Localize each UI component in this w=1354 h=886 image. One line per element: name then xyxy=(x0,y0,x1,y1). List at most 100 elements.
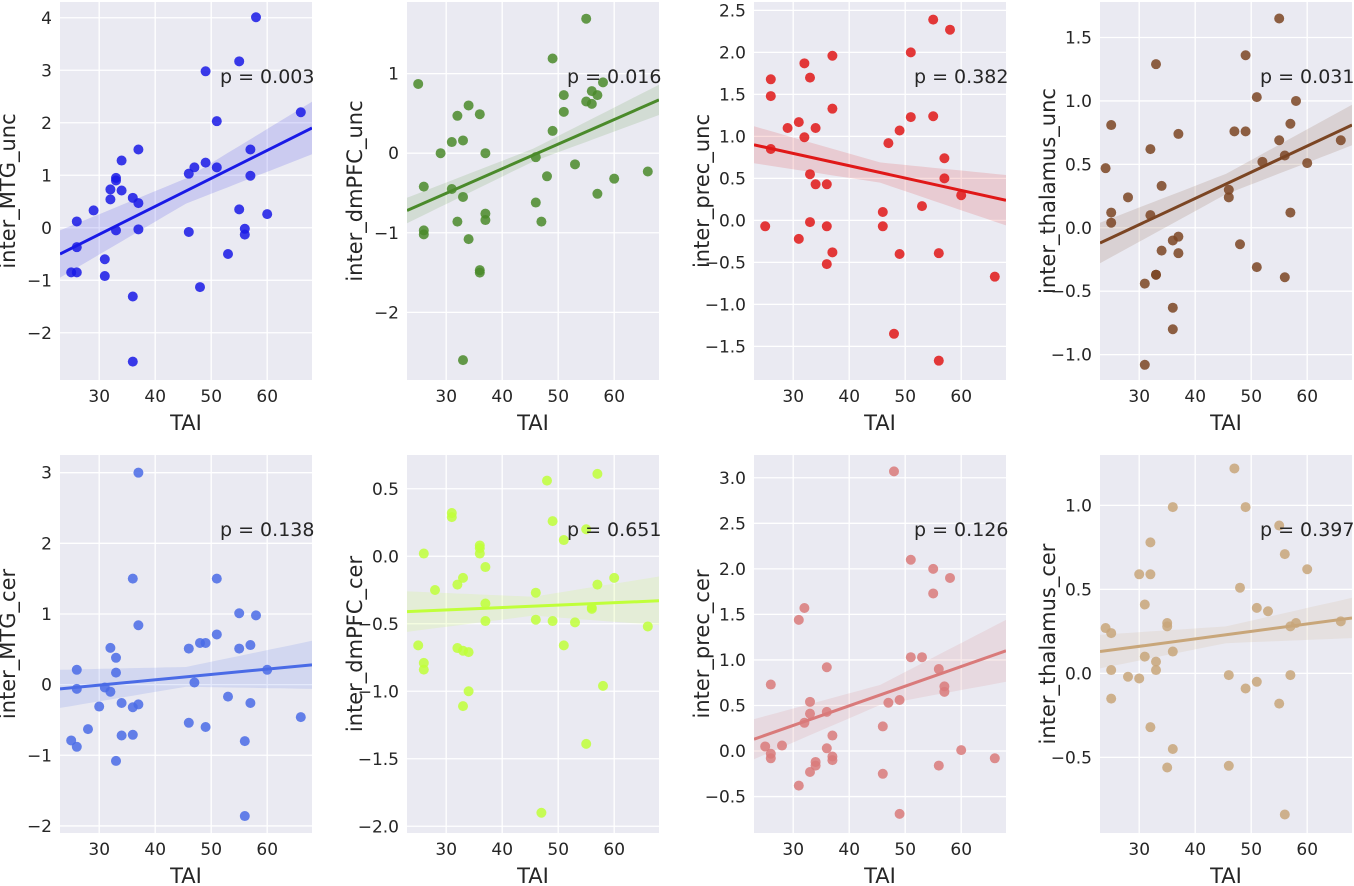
data-point xyxy=(111,172,121,183)
data-point xyxy=(127,291,138,302)
regression-line xyxy=(1100,616,1352,654)
data-point xyxy=(558,90,569,101)
y-axis-label: inter_MTG_cer xyxy=(0,569,21,720)
y-tick-label: 0.0 xyxy=(719,211,746,231)
data-point xyxy=(917,652,927,663)
data-point xyxy=(905,47,916,58)
data-point xyxy=(1335,135,1346,146)
data-point xyxy=(956,745,967,756)
data-point xyxy=(133,467,144,478)
data-point xyxy=(295,712,306,723)
data-point xyxy=(211,573,222,584)
data-point xyxy=(463,647,474,658)
data-point xyxy=(821,221,832,232)
data-point xyxy=(452,216,463,227)
data-point xyxy=(1223,670,1234,681)
data-point xyxy=(581,738,592,749)
x-tick-label: 60 xyxy=(603,387,625,407)
plot-background xyxy=(60,455,312,833)
x-tick-label: 40 xyxy=(144,840,166,860)
data-point xyxy=(1123,671,1133,682)
data-point xyxy=(933,760,944,771)
x-axis-label: TAI xyxy=(169,411,202,435)
data-point xyxy=(793,233,804,244)
y-tick-label: 0.0 xyxy=(719,742,746,762)
data-point xyxy=(928,14,939,25)
x-tick-label: 30 xyxy=(435,387,457,407)
data-point xyxy=(1139,359,1150,370)
x-axis-label: TAI xyxy=(863,411,896,435)
plot-area xyxy=(407,13,659,366)
x-tick-label: 60 xyxy=(1296,387,1318,407)
data-point xyxy=(642,166,653,177)
data-point xyxy=(581,13,592,24)
y-tick-label: 1 xyxy=(41,166,52,186)
y-tick-label: −1 xyxy=(374,224,399,244)
data-point xyxy=(1285,207,1296,218)
data-point xyxy=(1106,217,1117,228)
data-point xyxy=(793,117,804,128)
confidence-band xyxy=(1100,597,1352,669)
y-tick-label: 2 xyxy=(41,114,52,134)
data-point xyxy=(933,248,944,259)
data-point xyxy=(480,598,491,609)
data-point xyxy=(1302,158,1313,169)
x-tick-label: 50 xyxy=(894,387,916,407)
y-tick-label: −0.5 xyxy=(705,253,746,273)
data-point xyxy=(245,144,256,155)
y-tick-label: −2 xyxy=(27,817,52,837)
data-point xyxy=(877,721,888,732)
data-point xyxy=(1223,760,1234,771)
data-point xyxy=(1151,59,1161,70)
data-point xyxy=(1145,537,1156,548)
data-point xyxy=(894,695,905,706)
data-point xyxy=(894,249,905,259)
y-tick-label: 0.5 xyxy=(1065,580,1092,600)
data-point xyxy=(536,807,547,818)
data-point xyxy=(474,543,485,554)
data-point xyxy=(211,629,222,640)
y-tick-label: −1.5 xyxy=(705,337,746,357)
data-point xyxy=(1123,192,1133,203)
data-point xyxy=(542,171,552,182)
regression-line xyxy=(60,126,312,256)
data-point xyxy=(760,741,771,752)
data-point xyxy=(1106,120,1117,131)
data-point xyxy=(239,811,250,822)
data-point xyxy=(435,148,446,159)
data-point xyxy=(474,267,485,278)
data-point xyxy=(251,12,261,23)
data-point xyxy=(1285,670,1296,681)
data-point xyxy=(1285,118,1296,129)
data-point xyxy=(536,216,547,227)
data-point xyxy=(463,100,474,111)
subplot-2: 30 40 50 60 −2 −1 0 1 p = 0.016 TAI inter_dmPFC_un… xyxy=(343,2,661,435)
y-tick-label: 1.5 xyxy=(719,605,746,625)
data-point xyxy=(805,72,815,83)
data-point xyxy=(827,50,838,61)
data-point xyxy=(234,204,245,215)
data-point xyxy=(1106,693,1117,704)
data-point xyxy=(805,169,815,180)
data-point xyxy=(939,153,950,164)
data-point xyxy=(558,640,569,651)
data-point xyxy=(933,355,944,366)
data-point xyxy=(245,697,256,708)
x-axis-label: TAI xyxy=(1209,864,1242,886)
data-point xyxy=(1167,324,1178,335)
data-point xyxy=(111,755,121,766)
regression-line xyxy=(407,98,659,212)
data-point xyxy=(211,116,222,127)
data-point xyxy=(1145,144,1156,155)
confidence-band xyxy=(754,619,1006,760)
data-point xyxy=(598,77,608,88)
data-point xyxy=(530,587,541,598)
data-point xyxy=(827,755,838,766)
data-point xyxy=(1173,231,1184,242)
data-point xyxy=(262,209,273,220)
data-point xyxy=(1274,520,1285,531)
data-point xyxy=(418,181,429,192)
y-tick-label: 2.5 xyxy=(719,514,746,534)
data-point xyxy=(799,58,810,69)
x-tick-label: 40 xyxy=(1184,840,1206,860)
